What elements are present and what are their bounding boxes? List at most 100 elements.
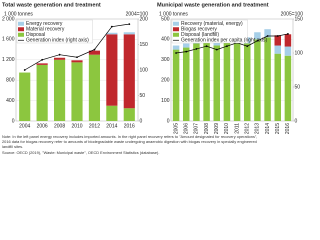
note-line: 2016 data for biogas recovery refer to a… [2,139,257,144]
x-tick-label: 2012 [89,123,100,129]
legend-label: Recovery (material, energy) [181,21,243,27]
x-tick-label: 2010 [71,123,82,129]
y-tick-label: 500 [161,16,170,22]
bar-segment [88,54,101,122]
index-point [215,48,218,51]
legend-swatch [18,32,24,37]
index-point [93,48,96,51]
index-point [256,39,259,42]
bar-segment [36,64,48,121]
index-point [110,25,113,28]
bar-segment [243,43,251,122]
index-line [176,33,288,54]
legend-box [16,19,93,44]
chart-title: Municipal waste generation and treatment [157,2,269,8]
index-point [276,35,279,37]
index-point [175,52,177,54]
bar-segment [264,37,271,121]
y-tick-label: 0 [167,118,170,124]
bar-segment [284,46,292,56]
y2-tick-label: 50 [140,93,146,99]
y2-tick-label: 50 [295,84,301,90]
index-point [266,35,269,37]
y-tick-label: 2 000 [2,16,15,22]
y2-axis-label: 2005=100 [281,11,304,17]
bar-segment [203,41,210,121]
bar-segment [264,29,271,38]
y-tick-label: 300 [161,57,170,63]
index-point [128,23,131,25]
bar-segment [213,45,221,121]
y2-tick-label: 0 [295,118,298,124]
index-point [185,50,188,53]
y2-tick-label: 200 [140,16,149,22]
y-axis-label: 1 000 tonnes [159,11,188,17]
bar-segment [182,43,190,48]
x-tick-label: 2016 [124,123,135,129]
x-tick-label: 2013 [255,123,261,134]
bar-segment [284,55,292,121]
bar-segment [254,32,261,40]
x-tick-label: 2011 [234,123,240,134]
x-tick-label: 2010 [224,123,230,134]
bar-segment [71,60,83,63]
y2-tick-label: 0 [140,118,143,124]
legend-swatch [18,27,24,32]
y2-tick-label: 100 [295,50,304,56]
bar-segment [88,50,101,55]
legend-label: Generation index per capita (right axis) [181,38,267,44]
legend-swatch [173,27,179,32]
legend-label: Biogas recovery [181,27,217,33]
bar-segment [53,59,66,121]
bar-segment [71,62,83,121]
x-tick-label: 2016 [285,123,291,134]
legend-box [171,19,248,44]
legend-label: Material recovery [26,27,65,33]
bar-segment [182,47,190,122]
y-axis-label: 1 000 tonnes [4,11,33,17]
y-tick-label: 1 600 [2,37,15,43]
x-tick-label: 2005 [173,123,179,134]
y2-tick-label: 100 [140,67,149,73]
x-tick-label: 2004 [19,123,30,129]
figure: Note: In the left panel energy recovery … [2,2,304,155]
index-point [205,45,208,48]
x-tick-label: 2008 [54,123,65,129]
bar-segment [274,35,282,46]
legend-label: Energy recovery [26,21,63,27]
legend-label: Generation index (right axis) [26,38,89,44]
y-tick-label: 1 200 [2,57,15,63]
legend-label: Disposal (landfill) [181,32,219,38]
bar-segment [106,32,118,35]
x-tick-label: 2009 [214,123,220,134]
y2-tick-label: 150 [140,42,149,48]
x-tick-label: 2014 [265,123,271,134]
y-tick-label: 0 [12,118,15,124]
bar-segment [19,72,31,121]
bar-segment [123,32,135,35]
bar-segment [233,39,241,121]
y-tick-label: 200 [161,78,170,84]
x-tick-label: 2014 [106,123,117,129]
index-point [23,69,26,71]
note-line: landfill sites. [2,144,23,149]
index-point [226,45,228,48]
y2-axis-label: 2004=100 [126,11,149,17]
index-point [287,33,289,35]
bar-segment [123,34,135,109]
bar-segment [172,49,180,121]
legend-label: Disposal [26,32,45,38]
bar-segment [223,41,231,121]
legend-swatch [18,21,24,26]
bar-segment [172,45,180,50]
bar-segment [36,63,48,65]
index-point [246,45,249,48]
y2-tick-label: 150 [295,16,304,22]
bar-segment [106,105,118,121]
source-line: Source: OECD (2019), "Waste: Municipal w… [2,150,159,155]
bar-segment [193,43,200,122]
bar-segment [123,108,135,121]
index-point [195,48,198,50]
y-tick-label: 400 [161,37,170,43]
bar-segment [53,57,66,60]
